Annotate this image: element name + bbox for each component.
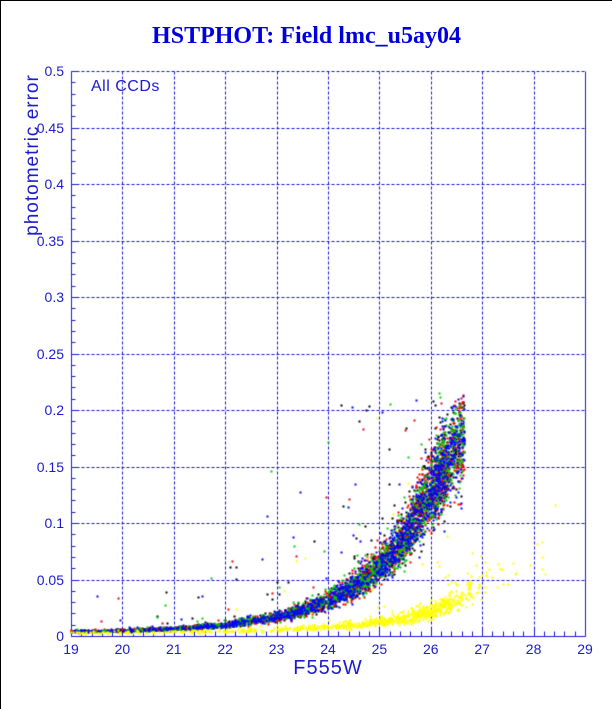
x-tick-label: 20 (114, 641, 131, 657)
y-tick-label: 0.5 (44, 63, 64, 79)
x-tick-label: 27 (474, 641, 490, 657)
y-tick-label: 0.05 (36, 571, 64, 588)
ccd-annotation: All CCDs (91, 78, 160, 95)
x-tick-label: 29 (577, 641, 593, 657)
y-tick-label: 0 (56, 628, 64, 644)
y-tick-label: 0.25 (36, 345, 64, 362)
y-tick-label: 0.2 (44, 402, 64, 418)
y-tick-label: 0.4 (44, 176, 64, 192)
x-tick-label: 21 (166, 641, 182, 657)
x-tick-label: 22 (217, 641, 233, 657)
x-tick-label: 26 (423, 641, 439, 657)
x-tick-label: 24 (320, 641, 336, 657)
y-tick-label: 0.1 (44, 515, 64, 531)
x-axis-label: F555W (293, 657, 363, 679)
y-axis-label: photometric error (22, 74, 43, 236)
plot-title: HSTPHOT: Field lmc_u5ay04 (152, 23, 461, 49)
x-tick-label: 23 (268, 641, 285, 657)
y-tick-label: 0.15 (36, 458, 64, 475)
x-tick-label: 28 (525, 641, 542, 657)
x-tick-label: 19 (63, 641, 79, 657)
y-tick-label: 0.35 (36, 232, 64, 249)
x-tick-label: 25 (371, 641, 388, 657)
y-tick-label: 0.45 (36, 119, 64, 136)
y-tick-label: 0.3 (44, 289, 64, 305)
